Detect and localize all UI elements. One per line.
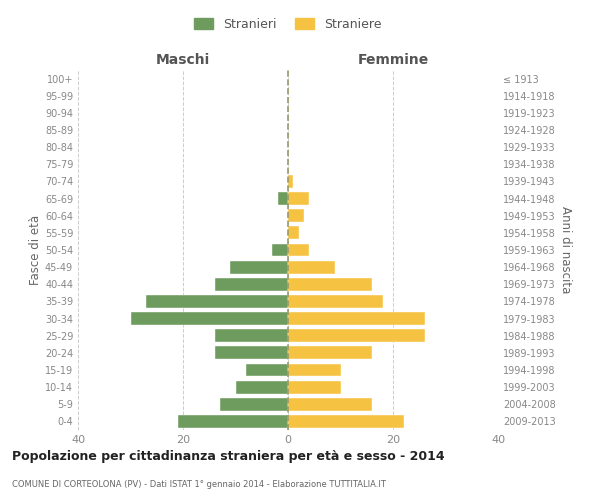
- Bar: [178, 415, 288, 428]
- Bar: [288, 330, 425, 342]
- Text: Popolazione per cittadinanza straniera per età e sesso - 2014: Popolazione per cittadinanza straniera p…: [12, 450, 445, 463]
- Bar: [288, 210, 304, 222]
- Bar: [288, 380, 341, 394]
- Bar: [272, 244, 288, 256]
- Bar: [288, 244, 309, 256]
- Bar: [288, 364, 341, 376]
- Bar: [288, 260, 335, 274]
- Bar: [288, 278, 372, 290]
- Text: Maschi: Maschi: [156, 54, 210, 68]
- Bar: [288, 175, 293, 188]
- Bar: [288, 346, 372, 360]
- Bar: [288, 295, 383, 308]
- Bar: [288, 226, 299, 239]
- Bar: [288, 415, 404, 428]
- Bar: [277, 192, 288, 205]
- Bar: [288, 312, 425, 325]
- Y-axis label: Anni di nascita: Anni di nascita: [559, 206, 572, 294]
- Bar: [215, 330, 288, 342]
- Bar: [230, 260, 288, 274]
- Bar: [288, 192, 309, 205]
- Text: Femmine: Femmine: [358, 54, 428, 68]
- Y-axis label: Fasce di età: Fasce di età: [29, 215, 42, 285]
- Bar: [215, 346, 288, 360]
- Bar: [235, 380, 288, 394]
- Bar: [146, 295, 288, 308]
- Text: COMUNE DI CORTEOLONA (PV) - Dati ISTAT 1° gennaio 2014 - Elaborazione TUTTITALIA: COMUNE DI CORTEOLONA (PV) - Dati ISTAT 1…: [12, 480, 386, 489]
- Bar: [220, 398, 288, 410]
- Bar: [288, 398, 372, 410]
- Bar: [215, 278, 288, 290]
- Bar: [246, 364, 288, 376]
- Legend: Stranieri, Straniere: Stranieri, Straniere: [188, 11, 388, 37]
- Bar: [130, 312, 288, 325]
